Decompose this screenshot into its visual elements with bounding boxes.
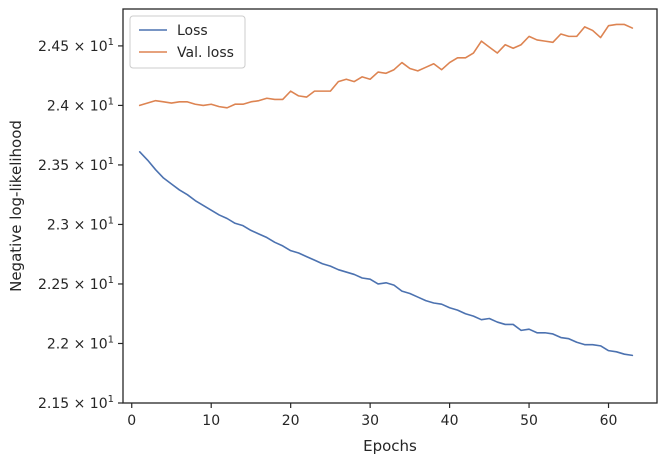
y-tick-times: × <box>69 217 90 233</box>
y-tick-times: × <box>69 158 90 174</box>
y-tick-label: 2.45 × 101 <box>38 37 114 55</box>
y-tick-base: 10 <box>90 277 108 293</box>
x-tick-label: 10 <box>202 413 220 429</box>
y-tick-mantissa: 2.45 <box>38 39 69 55</box>
x-tick-label: 40 <box>441 413 459 429</box>
axes-frame <box>122 8 658 404</box>
legend-box <box>129 15 246 69</box>
y-tick-label: 2.3 × 101 <box>47 215 114 233</box>
y-tick-exponent: 1 <box>108 96 114 107</box>
legend: Loss Val. loss <box>129 15 246 69</box>
y-tick-mantissa: 2.3 <box>47 217 69 233</box>
y-tick-label: 2.4 × 101 <box>47 96 114 114</box>
x-tick-label: 0 <box>127 413 136 429</box>
series-line-val-loss <box>138 23 634 109</box>
legend-label: Loss <box>177 23 208 39</box>
y-tick-label: 2.25 × 101 <box>38 275 114 293</box>
x-tick-label: 60 <box>600 413 618 429</box>
y-tick-times: × <box>69 98 90 114</box>
y-tick-base: 10 <box>90 39 108 55</box>
series-line-loss <box>138 151 634 357</box>
y-tick-base: 10 <box>90 217 108 233</box>
y-tick-times: × <box>69 396 90 412</box>
y-tick-label: 2.35 × 101 <box>38 156 114 174</box>
series-lines <box>138 23 634 357</box>
legend-label: Val. loss <box>177 45 234 61</box>
y-tick-exponent: 1 <box>108 394 114 405</box>
y-tick-times: × <box>69 39 90 55</box>
x-axis-ticks: 0 10 20 30 40 50 60 <box>127 403 617 429</box>
y-tick-base: 10 <box>90 158 108 174</box>
x-tick-label: 20 <box>282 413 300 429</box>
x-axis-label: Epochs <box>363 437 417 455</box>
y-tick-exponent: 1 <box>108 156 114 167</box>
y-tick-exponent: 1 <box>108 37 114 48</box>
y-tick-mantissa: 2.15 <box>38 396 69 412</box>
y-tick-base: 10 <box>90 396 108 412</box>
y-tick-label: 2.15 × 101 <box>38 394 114 412</box>
y-tick-times: × <box>69 277 90 293</box>
y-tick-mantissa: 2.2 <box>47 336 69 352</box>
y-tick-exponent: 1 <box>108 215 114 226</box>
y-tick-label: 2.2 × 101 <box>47 334 114 352</box>
y-axis-label: Negative log-likelihood <box>7 120 25 292</box>
y-tick-times: × <box>69 336 90 352</box>
y-tick-exponent: 1 <box>108 334 114 345</box>
x-tick-label: 30 <box>361 413 379 429</box>
y-tick-exponent: 1 <box>108 275 114 286</box>
y-tick-base: 10 <box>90 98 108 114</box>
x-tick-label: 50 <box>520 413 538 429</box>
y-tick-mantissa: 2.35 <box>38 158 69 174</box>
y-tick-mantissa: 2.25 <box>38 277 69 293</box>
y-tick-mantissa: 2.4 <box>47 98 69 114</box>
y-tick-base: 10 <box>90 336 108 352</box>
